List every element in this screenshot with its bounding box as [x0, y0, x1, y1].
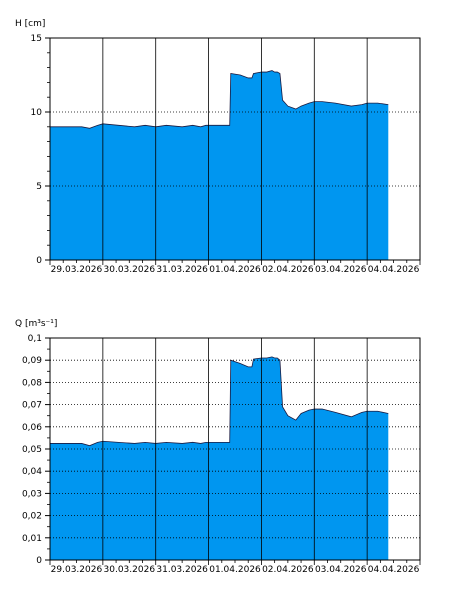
chart1-y-tick-label: 5 [36, 182, 42, 192]
chart1-x-tick-label: 01.04.2026 [209, 265, 261, 275]
chart1-series-line [50, 70, 389, 129]
chart2-y-tick-label: 0,08 [22, 378, 42, 388]
chart2-y-tick-label: 0,06 [22, 423, 42, 433]
chart2-x-tick-label: 31.03.2026 [156, 565, 208, 575]
chart2-y-tick-label: 0,1 [28, 334, 42, 344]
chart2-x-tick-label: 30.03.2026 [104, 565, 156, 575]
chart2-x-tick-label: 03.04.2026 [315, 565, 367, 575]
chart2-y-tick-label: 0,07 [22, 401, 42, 411]
chart1-x-tick-label: 03.04.2026 [315, 265, 367, 275]
chart2-y-tick-label: 0,04 [22, 467, 42, 477]
chart1-y-tick-label: 10 [31, 108, 43, 118]
chart2-x-tick-label: 04.04.2026 [368, 565, 420, 575]
chart1-y-tick-label: 15 [31, 34, 42, 44]
chart1-x-tick-label: 30.03.2026 [104, 265, 156, 275]
chart2-y-tick-label: 0,09 [22, 356, 42, 366]
chart2-x-tick-label: 29.03.2026 [51, 565, 103, 575]
chart1-x-tick-label: 29.03.2026 [51, 265, 103, 275]
chart2-x-tick-label: 01.04.2026 [209, 565, 261, 575]
chart2-series-line [50, 356, 389, 447]
chart2-y-tick-label: 0,01 [22, 534, 42, 544]
chart1-area [50, 70, 389, 260]
chart2-y-tick-label: 0,02 [22, 512, 42, 522]
chart1-x-tick-label: 31.03.2026 [156, 265, 208, 275]
chart2-y-axis-label: Q [m³s⁻¹] [15, 319, 57, 329]
chart2-y-tick-label: 0 [36, 556, 42, 566]
chart1-x-tick-label: 04.04.2026 [368, 265, 420, 275]
chart2-y-tick-label: 0,03 [22, 489, 42, 499]
chart2-y-tick-label: 0,05 [22, 445, 42, 455]
chart1-y-axis-label: H [cm] [15, 19, 45, 29]
chart1-y-tick-label: 0 [36, 256, 42, 266]
chart2-x-tick-label: 02.04.2026 [262, 565, 314, 575]
chart2-area [50, 356, 389, 560]
chart1-x-tick-label: 02.04.2026 [262, 265, 314, 275]
